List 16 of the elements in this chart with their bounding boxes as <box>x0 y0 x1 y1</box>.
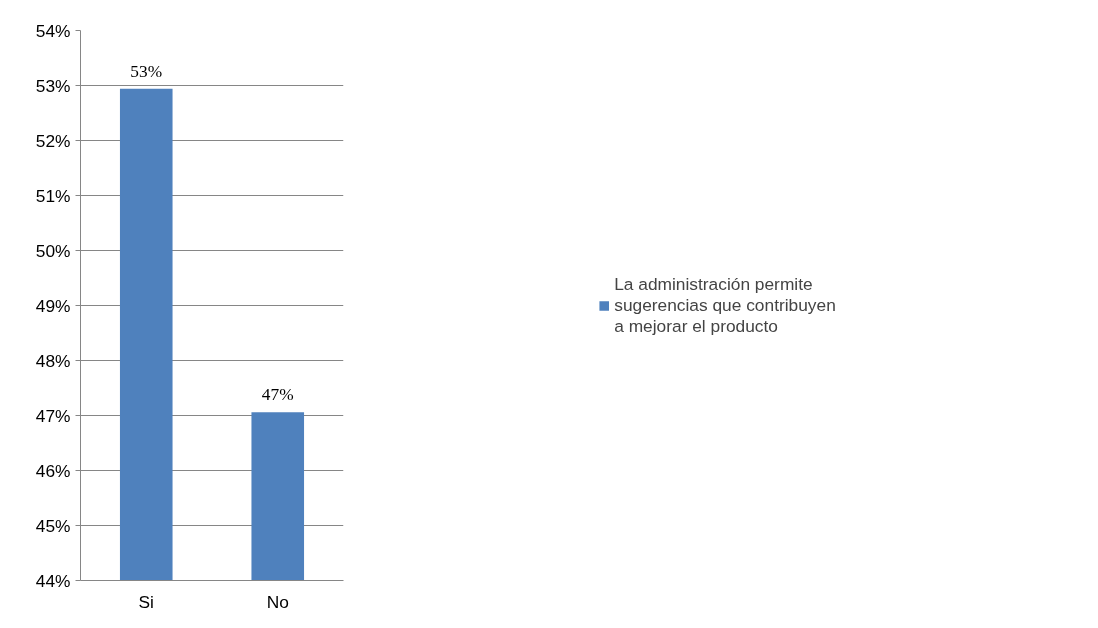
y-tick-label: 49% <box>35 295 71 316</box>
y-tick-label: 45% <box>35 515 71 536</box>
data-label: 53% <box>130 61 163 81</box>
y-tick-label: 51% <box>35 185 71 206</box>
y-tick-label: 46% <box>35 460 71 481</box>
y-tick-label: 44% <box>35 570 71 591</box>
x-tick-label: No <box>266 591 289 612</box>
y-tick-label: 47% <box>35 405 71 426</box>
y-tick-label: 48% <box>35 350 71 371</box>
y-tick-label: 53% <box>35 75 71 96</box>
x-tick-label: Si <box>138 591 154 612</box>
y-tick-label: 54% <box>35 20 71 41</box>
y-tick-label: 50% <box>35 240 71 261</box>
y-tick-label: 52% <box>35 130 71 151</box>
legend-label: La administración permite sugerencias que contribuyen a mejorar el producto <box>614 273 836 337</box>
data-label: 47% <box>261 385 294 405</box>
